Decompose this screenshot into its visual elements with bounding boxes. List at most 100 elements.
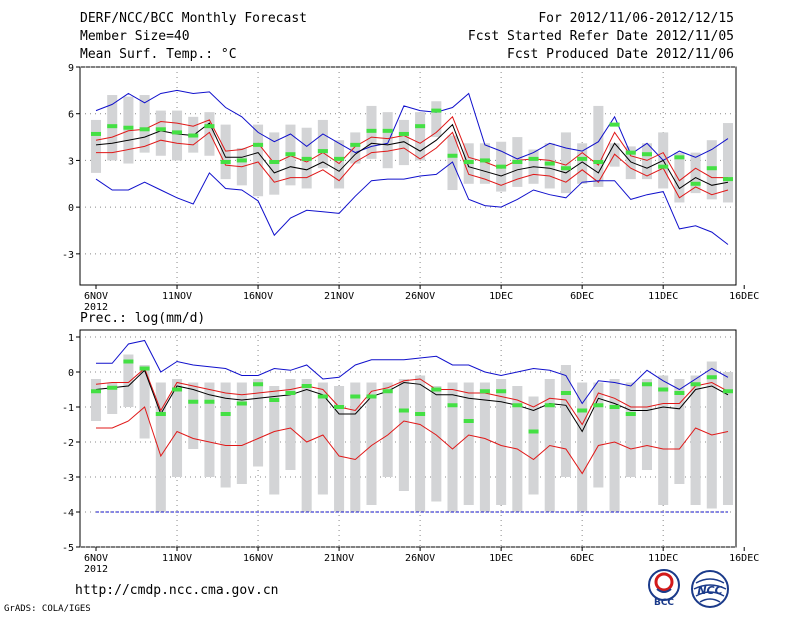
observation-marker: [496, 164, 507, 169]
ensemble-box: [593, 105, 604, 187]
observation-marker: [674, 155, 685, 160]
source-url: http://cmdp.ncc.cma.gov.cn: [75, 583, 279, 598]
ensemble-box: [463, 382, 474, 505]
observation-marker: [609, 122, 620, 127]
observation-marker: [593, 159, 604, 164]
ensemble-box: [172, 110, 183, 161]
ensemble-box: [577, 143, 588, 184]
ensemble-box: [90, 119, 102, 173]
y-tick-label: 0: [68, 368, 74, 379]
observation-marker: [188, 133, 199, 138]
observation-marker: [334, 405, 345, 409]
ensemble-box: [172, 379, 183, 477]
plot-frame: [79, 66, 737, 286]
observation-marker: [496, 389, 507, 394]
observation-marker: [463, 419, 474, 423]
y-tick-label: -3: [62, 473, 74, 484]
ensemble-box: [722, 123, 734, 203]
ensemble-box: [188, 382, 199, 449]
observation-marker: [172, 387, 183, 392]
ensemble-box: [479, 382, 490, 512]
observation-marker: [285, 391, 296, 395]
ensemble-box: [593, 382, 604, 488]
observation-marker: [560, 166, 571, 171]
observation-marker: [398, 408, 409, 413]
ensemble-box: [398, 379, 409, 491]
observation-marker: [512, 159, 523, 164]
observation-marker: [431, 387, 442, 392]
grads-credit: GrADS: COLA/IGES: [4, 604, 91, 614]
observation-marker: [350, 142, 361, 147]
y-tick-label: -2: [62, 438, 74, 449]
observation-marker: [382, 389, 393, 394]
series-lower-bound: [96, 131, 729, 199]
ensemble-box: [625, 382, 636, 477]
observation-marker: [107, 124, 118, 129]
observation-marker: [431, 108, 442, 113]
observation-marker: [593, 403, 604, 408]
observation-marker: [366, 394, 377, 399]
observation-marker: [463, 159, 474, 164]
observation-marker: [236, 158, 247, 163]
ensemble-box: [90, 379, 102, 421]
observation-marker: [674, 391, 685, 395]
series-ensemble-max: [95, 89, 729, 162]
observation-marker: [415, 412, 426, 416]
forecast-start-label: Fcst Started Refer Date 2012/11/05: [467, 29, 734, 44]
observation-marker: [415, 124, 426, 129]
x-tick-label: 26NOV: [405, 553, 435, 564]
ensemble-box: [479, 143, 490, 184]
observation-marker: [139, 127, 150, 132]
observation-marker: [706, 166, 717, 171]
ensemble-box: [236, 382, 247, 484]
observation-marker: [382, 128, 393, 133]
x-tick-label: 21NOV: [324, 291, 354, 302]
y-tick-label: 3: [68, 156, 74, 167]
observation-marker: [155, 412, 166, 416]
ncc-logo: NCC: [691, 570, 729, 608]
observation-marker: [641, 152, 652, 157]
ensemble-box: [722, 372, 734, 505]
observation-marker: [479, 158, 490, 163]
series-ensemble-min: [95, 161, 729, 245]
ensemble-box: [609, 379, 620, 512]
member-size-label: Member Size=40: [80, 29, 190, 44]
bcc-logo-text: BCC: [654, 598, 674, 608]
ensemble-box: [155, 110, 166, 156]
observation-marker: [269, 159, 280, 164]
observation-marker: [641, 382, 652, 387]
observation-marker: [317, 394, 328, 399]
ensemble-box: [625, 146, 636, 180]
observation-marker: [253, 142, 264, 147]
ensemble-box: [317, 119, 328, 169]
x-tick-label: 11NOV: [162, 553, 192, 564]
ensemble-box: [560, 132, 571, 194]
observation-marker: [366, 128, 377, 133]
ensemble-box: [269, 386, 280, 495]
x-tick-label: 16NOV: [243, 291, 273, 302]
observation-marker: [334, 156, 345, 161]
observation-marker: [139, 366, 150, 371]
ensemble-box: [382, 382, 393, 477]
ensemble-box: [350, 132, 361, 164]
observation-marker: [706, 375, 717, 380]
forecast-produced-label: Fcst Produced Date 2012/11/06: [507, 47, 734, 62]
ensemble-box: [204, 382, 215, 477]
y-tick-label: -3: [62, 250, 74, 261]
observation-marker: [690, 382, 701, 387]
x-tick-label: 11NOV: [162, 291, 192, 302]
y-tick-label: -5: [62, 543, 74, 554]
x-tick-label: 26NOV: [405, 291, 435, 302]
forecast-period-label: For 2012/11/06-2012/12/15: [538, 11, 734, 26]
series-ensemble-mean: [95, 369, 729, 433]
ensemble-box: [528, 396, 539, 495]
series-lower-bound: [96, 406, 729, 475]
observation-marker: [544, 161, 555, 166]
observation-marker: [301, 384, 312, 388]
observation-marker: [577, 156, 588, 161]
x-year-label: 2012: [84, 302, 108, 313]
observation-marker: [722, 389, 734, 394]
x-tick-label: 21NOV: [324, 553, 354, 564]
y-tick-label: 6: [68, 110, 74, 121]
ensemble-box: [496, 379, 507, 505]
